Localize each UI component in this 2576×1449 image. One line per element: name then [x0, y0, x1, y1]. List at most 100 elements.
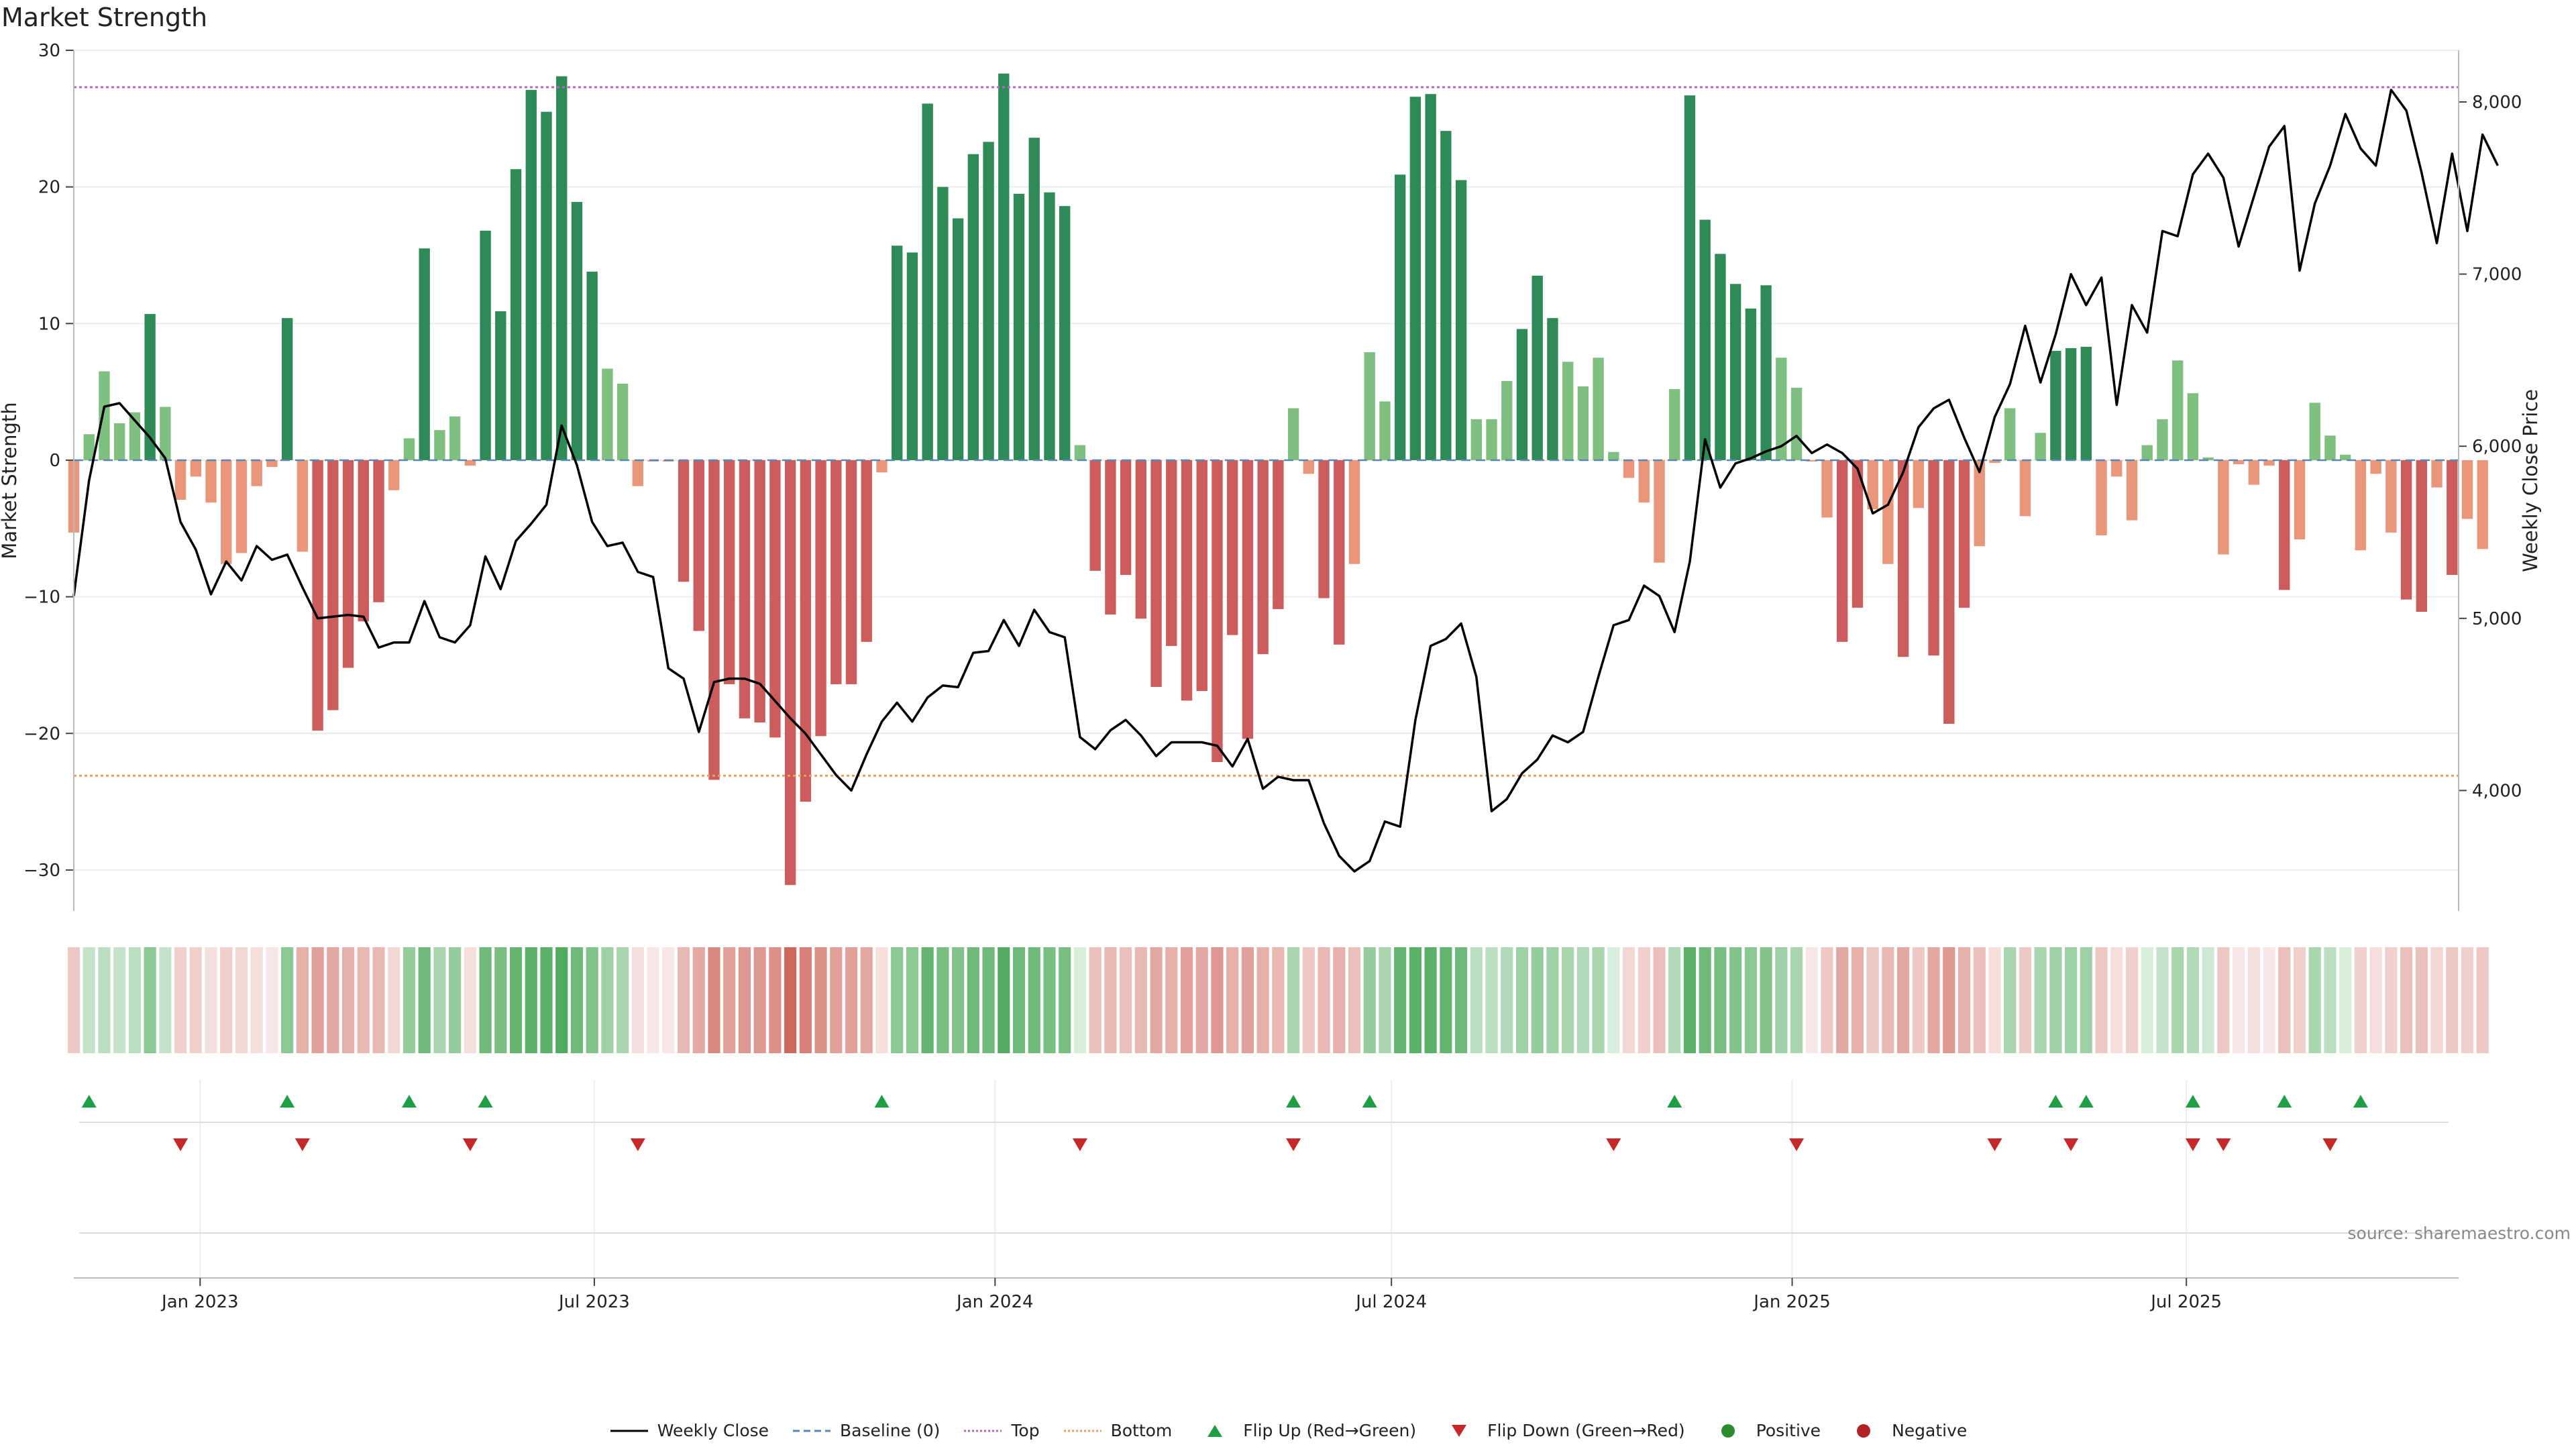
strength-bar — [922, 103, 933, 460]
heat-cell — [540, 947, 553, 1053]
strength-bar — [1729, 284, 1741, 460]
heat-cell — [2065, 947, 2078, 1053]
heat-cell — [1912, 947, 1925, 1053]
heat-cell — [2156, 947, 2169, 1053]
flip-up-marker — [81, 1095, 97, 1108]
legend-swatch — [1857, 1424, 1871, 1438]
strength-bar — [937, 186, 949, 460]
heat-cell — [586, 947, 598, 1053]
y-tick-label: −20 — [23, 724, 60, 744]
heat-cell — [814, 947, 827, 1053]
heat-cell — [1012, 947, 1026, 1053]
flip-down-marker — [2322, 1138, 2338, 1151]
legend-swatch — [610, 1430, 648, 1432]
heat-cell — [570, 947, 584, 1053]
strength-bar — [1821, 460, 1833, 518]
flip-down-marker — [2063, 1138, 2079, 1151]
heat-cell — [479, 947, 492, 1053]
strength-bar — [358, 460, 369, 622]
y-tick-label: 0 — [49, 451, 60, 471]
strength-bar — [1074, 445, 1086, 460]
strength-bar — [983, 142, 994, 460]
strength-bar — [906, 252, 918, 460]
heat-cell — [1897, 947, 1910, 1053]
heat-cell — [1211, 947, 1224, 1053]
heat-cell — [2369, 947, 2382, 1053]
strength-bar — [1501, 380, 1513, 460]
heat-cell — [1699, 947, 1711, 1053]
heat-cell — [449, 947, 462, 1053]
strength-bar — [525, 90, 537, 460]
heat-cell — [2095, 947, 2108, 1053]
heat-cell — [494, 947, 507, 1053]
strength-bar — [221, 460, 232, 564]
heat-cell — [1287, 947, 1300, 1053]
strength-bar — [419, 248, 430, 460]
strength-bar — [1715, 254, 1726, 460]
heat-cell — [1440, 947, 1452, 1053]
heat-cell — [1318, 947, 1330, 1053]
heat-cell — [1348, 947, 1361, 1053]
strength-bar — [510, 169, 522, 460]
strength-bar — [1470, 419, 1482, 460]
chart-title: Market Strength — [1, 3, 208, 32]
y-tick-label: 30 — [38, 41, 60, 61]
heat-cell — [98, 947, 111, 1053]
heat-cell — [875, 947, 888, 1053]
flip-down-marker — [630, 1138, 645, 1151]
flip-down-marker — [1789, 1138, 1805, 1151]
strength-bar — [1684, 95, 1696, 460]
strength-bar — [1943, 460, 1955, 724]
heat-cell — [1256, 947, 1269, 1053]
strength-bar — [1608, 451, 1619, 460]
heat-cell — [677, 947, 690, 1053]
strength-bar — [2294, 460, 2306, 540]
strength-bar — [2447, 460, 2458, 576]
strength-bar — [784, 460, 796, 885]
heat-cell — [357, 947, 370, 1053]
heat-cell — [2476, 947, 2489, 1053]
strength-bar — [2248, 460, 2260, 485]
flip-up-marker — [874, 1095, 890, 1108]
heat-cell — [1515, 947, 1529, 1053]
strength-bar — [1806, 460, 1817, 462]
flip-down-marker — [1606, 1138, 1621, 1151]
heat-cell — [1714, 947, 1727, 1053]
heat-cell — [67, 947, 80, 1053]
strength-bar — [2035, 433, 2046, 460]
strength-bar — [2355, 460, 2367, 551]
strength-bar — [845, 460, 857, 684]
strength-bar — [434, 430, 445, 460]
heat-cell — [1882, 947, 1894, 1053]
strength-bar — [495, 311, 506, 460]
legend-label: Top — [1011, 1421, 1040, 1440]
strength-bar — [754, 460, 765, 722]
heat-cell — [708, 947, 720, 1053]
strength-bar — [1760, 285, 1772, 460]
flip-down-marker — [462, 1138, 478, 1151]
heat-cell — [1531, 947, 1544, 1053]
strength-bar — [1745, 308, 1757, 460]
heat-cell — [1073, 947, 1087, 1053]
strength-bar — [1212, 460, 1223, 763]
heat-cell — [1150, 947, 1163, 1053]
strength-bar — [2004, 408, 2016, 460]
strength-bar — [1654, 460, 1665, 563]
heat-cell — [1059, 947, 1071, 1053]
heat-cell — [662, 947, 675, 1053]
heat-cell — [555, 947, 568, 1053]
heat-cell — [1104, 947, 1117, 1053]
legend-label: Weekly Close — [657, 1421, 769, 1440]
strength-bar — [2416, 460, 2427, 612]
strength-bar — [2279, 460, 2290, 590]
strength-bar — [1547, 318, 1558, 460]
strength-bar — [998, 73, 1010, 460]
heat-cell — [1576, 947, 1589, 1053]
legend-swatch — [793, 1430, 831, 1432]
heat-cell — [692, 947, 705, 1053]
heat-cell — [525, 947, 537, 1053]
y2-tick-label: 5,000 — [2472, 609, 2522, 629]
heat-cell — [1454, 947, 1468, 1053]
heat-cell — [2080, 947, 2092, 1053]
